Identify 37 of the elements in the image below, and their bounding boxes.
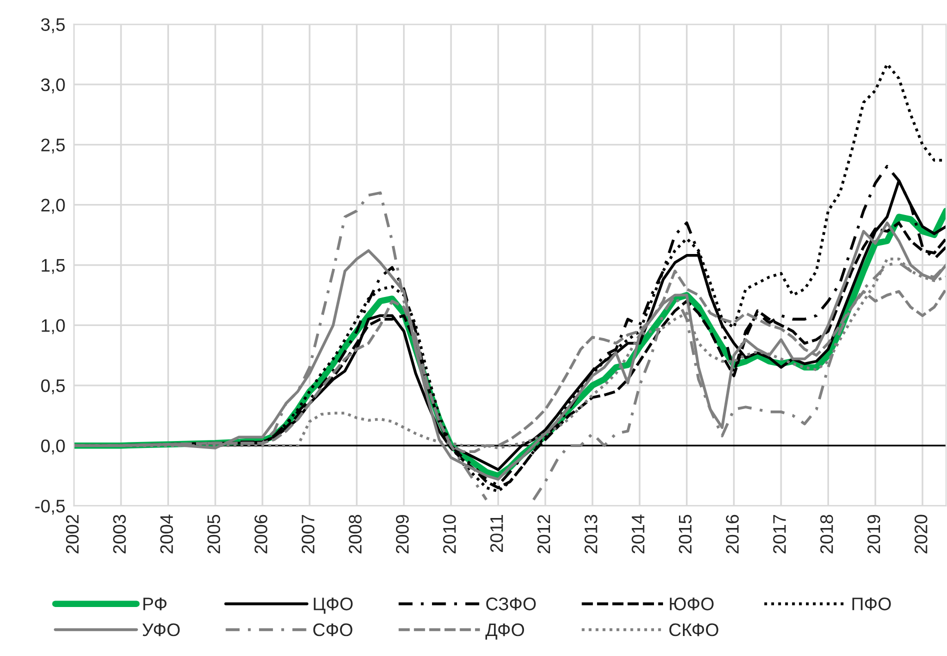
y-tick-label: 3,0 bbox=[41, 78, 65, 94]
legend-label: ЦФО bbox=[314, 598, 353, 614]
legend-label: УФО bbox=[142, 623, 180, 636]
x-tick-label: 2006 bbox=[254, 514, 268, 554]
x-tick-label: 2011 bbox=[490, 514, 504, 552]
y-tick-label: 0,5 bbox=[41, 379, 65, 394]
legend-label: РФ bbox=[143, 598, 166, 610]
x-tick-label: 2013 bbox=[584, 514, 598, 554]
x-tick-label: 2014 bbox=[632, 514, 644, 554]
x-tick-label: 2016 bbox=[726, 514, 739, 554]
legend-label: СФО bbox=[313, 623, 352, 636]
x-tick-label: 2019 bbox=[867, 514, 880, 554]
y-tick-label: 2,5 bbox=[41, 138, 65, 154]
x-tick-label: 2004 bbox=[160, 514, 174, 554]
x-tick-label: 2009 bbox=[396, 514, 409, 554]
x-tick-label: 2005 bbox=[207, 514, 220, 554]
y-tick-label: 1,5 bbox=[42, 259, 65, 274]
x-tick-label: 2010 bbox=[443, 514, 456, 554]
y-tick-label: 0,0 bbox=[41, 440, 65, 454]
legend-label: СЗФО bbox=[486, 598, 536, 610]
x-tick-label: 2015 bbox=[678, 514, 692, 554]
x-tick-label: 2012 bbox=[537, 515, 550, 554]
x-tick-label: 2002 bbox=[66, 515, 79, 554]
x-tick-label: 2007 bbox=[302, 515, 314, 554]
legend-label: ЮФО bbox=[670, 598, 714, 610]
y-tick-label: 2,0 bbox=[41, 198, 65, 214]
x-tick-label: 2017 bbox=[773, 515, 786, 554]
x-tick-label: 2003 bbox=[113, 514, 126, 554]
y-tick-label: 3,5 bbox=[41, 18, 65, 34]
y-tick-label: 1,0 bbox=[42, 319, 65, 334]
x-tick-label: 2020 bbox=[914, 514, 928, 554]
y-tick-label: -0,5 bbox=[35, 500, 65, 515]
x-tick-label: 2008 bbox=[348, 514, 362, 554]
legend-label: ПФО bbox=[852, 598, 891, 610]
x-tick-label: 2018 bbox=[820, 514, 834, 554]
legend-label: СКФО bbox=[669, 623, 718, 636]
legend-label: ДФО bbox=[485, 623, 524, 640]
